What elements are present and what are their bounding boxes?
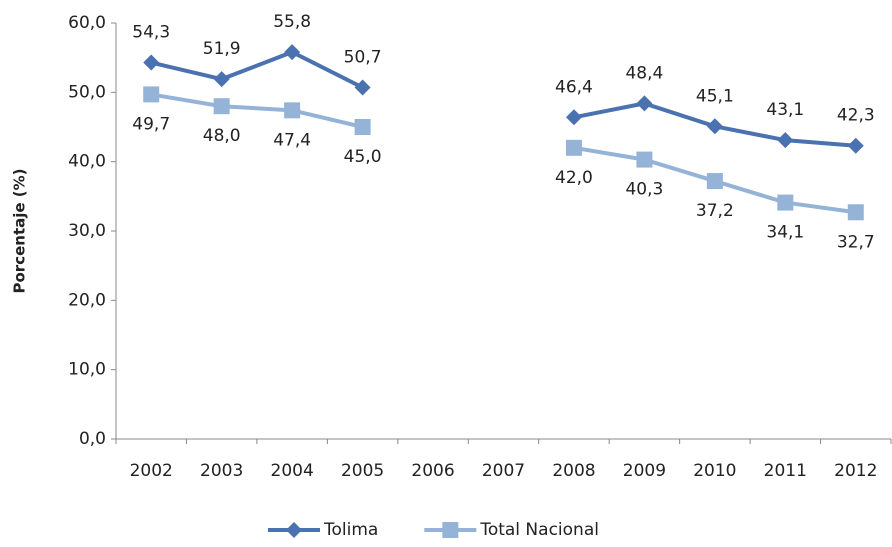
data-point xyxy=(213,98,230,115)
legend-marker xyxy=(442,522,459,538)
data-point xyxy=(284,102,301,119)
y-tick-label: 10,0 xyxy=(68,360,106,380)
data-point xyxy=(706,118,723,135)
data-label: 45,0 xyxy=(344,147,382,167)
x-tick-label: 2011 xyxy=(764,461,807,481)
series-line xyxy=(150,49,856,148)
data-point xyxy=(284,44,301,61)
data-point xyxy=(706,173,723,190)
data-label: 32,7 xyxy=(837,232,875,252)
data-point xyxy=(636,151,653,168)
legend-marker xyxy=(286,522,302,538)
data-point xyxy=(143,86,160,103)
data-point xyxy=(777,194,794,211)
data-label: 47,4 xyxy=(273,130,311,150)
data-label: 54,3 xyxy=(132,23,170,43)
y-tick-label: 0,0 xyxy=(79,429,106,449)
data-label: 55,8 xyxy=(273,12,311,32)
y-tick-label: 50,0 xyxy=(68,82,106,102)
data-label: 46,4 xyxy=(555,77,593,97)
series-line xyxy=(150,92,857,215)
data-point xyxy=(636,95,653,112)
data-label: 42,0 xyxy=(555,168,593,188)
data-label: 51,9 xyxy=(203,39,241,59)
x-tick-label: 2010 xyxy=(693,461,736,481)
y-tick-label: 60,0 xyxy=(68,13,106,33)
data-label: 45,1 xyxy=(696,86,734,106)
data-point xyxy=(565,109,582,126)
x-tick-label: 2006 xyxy=(411,461,454,481)
data-label: 34,1 xyxy=(766,223,804,243)
data-label: 37,2 xyxy=(696,201,734,221)
y-tick-label: 30,0 xyxy=(68,221,106,241)
x-tick-label: 2009 xyxy=(623,461,666,481)
x-tick-label: 2003 xyxy=(200,461,243,481)
x-tick-label: 2002 xyxy=(130,461,173,481)
data-point xyxy=(143,54,160,71)
data-point xyxy=(354,79,371,96)
data-point xyxy=(847,204,864,221)
x-tick-label: 2007 xyxy=(482,461,525,481)
data-point xyxy=(565,139,582,156)
data-point xyxy=(777,132,794,149)
data-label: 48,4 xyxy=(625,63,663,83)
y-axis-label: Porcentaje (%) xyxy=(11,168,29,293)
y-tick-label: 20,0 xyxy=(68,290,106,310)
y-tick-label: 40,0 xyxy=(68,152,106,172)
data-label: 48,0 xyxy=(203,126,241,146)
legend-label: Total Nacional xyxy=(479,520,599,540)
data-label: 42,3 xyxy=(837,106,875,126)
data-label: 43,1 xyxy=(766,100,804,120)
data-label: 49,7 xyxy=(132,114,170,134)
x-tick-label: 2008 xyxy=(552,461,595,481)
legend-label: Tolima xyxy=(323,520,378,540)
data-label: 50,7 xyxy=(344,47,382,67)
data-point xyxy=(354,119,371,135)
data-point xyxy=(213,71,230,88)
x-tick-label: 2004 xyxy=(271,461,314,481)
x-tick-label: 2012 xyxy=(834,461,877,481)
data-point xyxy=(847,137,864,154)
x-tick-label: 2005 xyxy=(341,461,384,481)
data-label: 40,3 xyxy=(625,180,663,200)
